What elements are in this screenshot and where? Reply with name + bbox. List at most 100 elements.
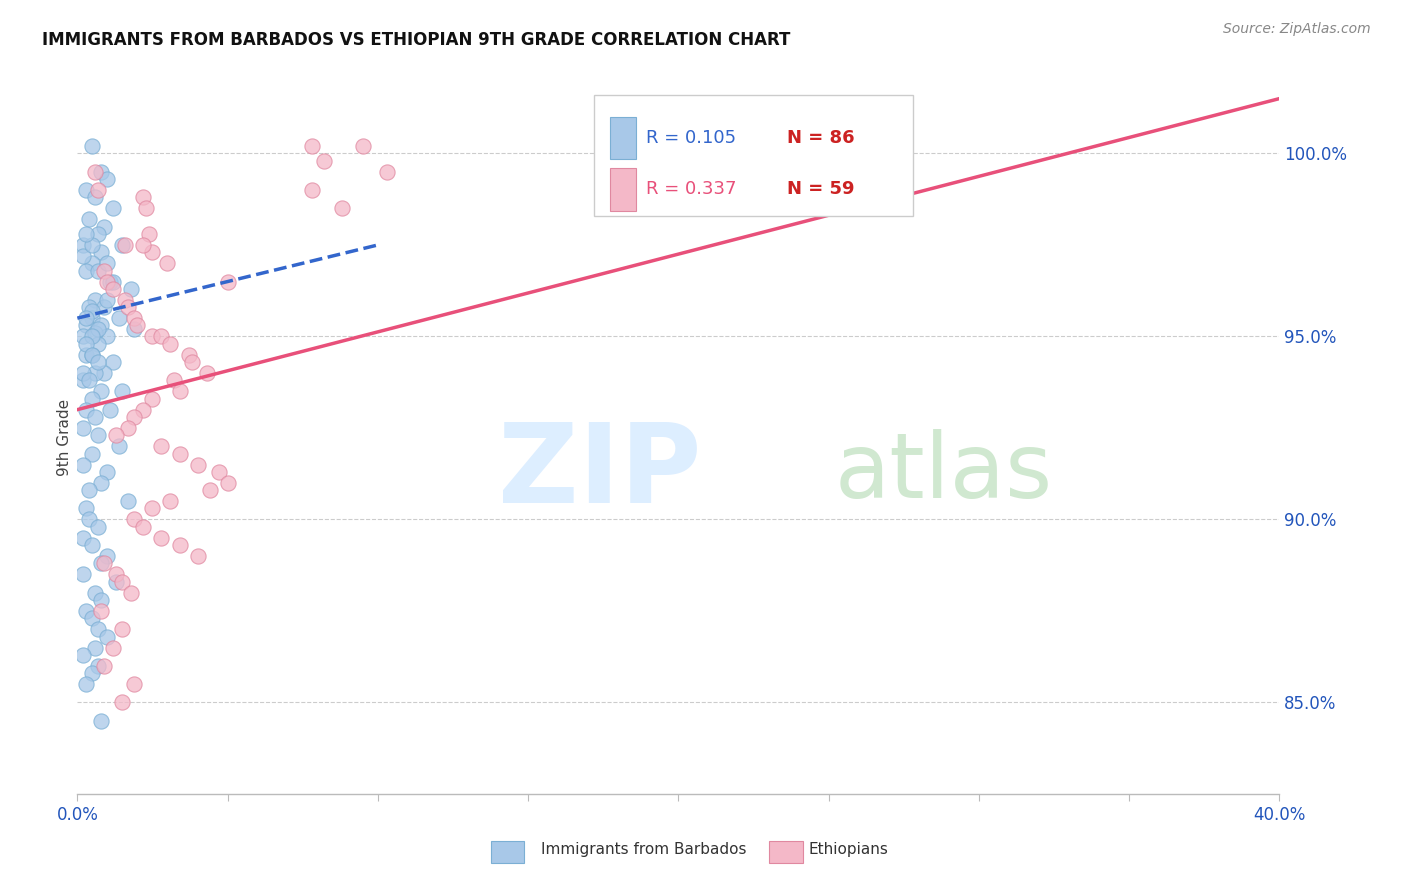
Text: IMMIGRANTS FROM BARBADOS VS ETHIOPIAN 9TH GRADE CORRELATION CHART: IMMIGRANTS FROM BARBADOS VS ETHIOPIAN 9T… bbox=[42, 31, 790, 49]
Point bbox=[75, 311, 97, 326]
Point bbox=[82, 303, 104, 318]
Text: Source: ZipAtlas.com: Source: ZipAtlas.com bbox=[1223, 22, 1371, 37]
Point bbox=[103, 275, 125, 289]
Point bbox=[84, 409, 107, 424]
Point bbox=[96, 275, 118, 289]
Point bbox=[84, 640, 107, 655]
FancyBboxPatch shape bbox=[610, 169, 637, 211]
Point bbox=[75, 348, 97, 362]
Point bbox=[124, 322, 146, 336]
Point bbox=[75, 227, 97, 241]
Point bbox=[90, 714, 112, 728]
Point bbox=[84, 293, 107, 307]
Point bbox=[111, 384, 134, 399]
Point bbox=[82, 446, 104, 460]
Point bbox=[124, 677, 146, 691]
Point bbox=[82, 329, 104, 343]
Point bbox=[93, 219, 115, 234]
Point bbox=[124, 311, 146, 326]
Point bbox=[93, 300, 115, 314]
Point bbox=[82, 611, 104, 625]
Point bbox=[124, 409, 146, 424]
Point bbox=[87, 183, 110, 197]
Point bbox=[150, 329, 173, 343]
Point bbox=[87, 355, 110, 369]
Point bbox=[135, 202, 157, 216]
Point bbox=[87, 322, 110, 336]
Point bbox=[87, 227, 110, 241]
Point bbox=[120, 282, 142, 296]
Point bbox=[72, 238, 94, 252]
Point bbox=[96, 293, 118, 307]
Point bbox=[162, 373, 184, 387]
Point bbox=[169, 384, 191, 399]
Point bbox=[82, 238, 104, 252]
Point bbox=[103, 640, 125, 655]
Point bbox=[187, 458, 209, 472]
Point bbox=[301, 183, 323, 197]
Point bbox=[72, 329, 94, 343]
Point bbox=[87, 428, 110, 442]
Point bbox=[90, 318, 112, 333]
Point bbox=[103, 355, 125, 369]
Point bbox=[72, 648, 94, 662]
Point bbox=[96, 465, 118, 479]
Point bbox=[111, 622, 134, 636]
Point bbox=[156, 256, 179, 270]
Point bbox=[72, 531, 94, 545]
Point bbox=[96, 329, 118, 343]
Point bbox=[90, 245, 112, 260]
Point bbox=[82, 139, 104, 153]
Point bbox=[111, 574, 134, 589]
Point bbox=[72, 421, 94, 435]
Point bbox=[103, 282, 125, 296]
Point bbox=[114, 238, 136, 252]
Point bbox=[138, 227, 160, 241]
Point bbox=[187, 549, 209, 563]
Point bbox=[141, 392, 163, 406]
Point bbox=[96, 172, 118, 186]
Point bbox=[132, 520, 155, 534]
Point bbox=[141, 245, 163, 260]
Point bbox=[72, 249, 94, 263]
Point bbox=[159, 494, 181, 508]
Point bbox=[105, 574, 128, 589]
Point bbox=[375, 165, 398, 179]
Point bbox=[108, 439, 131, 453]
Point bbox=[111, 695, 134, 709]
Point bbox=[79, 373, 101, 387]
Point bbox=[132, 190, 155, 204]
Point bbox=[103, 202, 125, 216]
Point bbox=[75, 183, 97, 197]
Point bbox=[75, 402, 97, 417]
Point bbox=[82, 256, 104, 270]
Point bbox=[84, 190, 107, 204]
Point bbox=[312, 153, 335, 168]
Point bbox=[90, 384, 112, 399]
Point bbox=[111, 238, 134, 252]
Point bbox=[82, 392, 104, 406]
Point bbox=[132, 402, 155, 417]
Point bbox=[180, 355, 202, 369]
Point bbox=[72, 366, 94, 380]
Point bbox=[93, 366, 115, 380]
Point bbox=[301, 139, 323, 153]
Point bbox=[90, 557, 112, 571]
Point bbox=[75, 677, 97, 691]
Point bbox=[87, 622, 110, 636]
Point bbox=[84, 585, 107, 599]
Point bbox=[141, 329, 163, 343]
Point bbox=[75, 604, 97, 618]
Point bbox=[82, 538, 104, 552]
Text: Ethiopians: Ethiopians bbox=[808, 842, 889, 856]
Point bbox=[198, 483, 221, 497]
Point bbox=[90, 165, 112, 179]
Point bbox=[169, 538, 191, 552]
Point bbox=[72, 567, 94, 582]
Point bbox=[75, 318, 97, 333]
Point bbox=[79, 512, 101, 526]
Point bbox=[96, 549, 118, 563]
Point bbox=[105, 567, 128, 582]
Point bbox=[72, 373, 94, 387]
Point bbox=[87, 520, 110, 534]
